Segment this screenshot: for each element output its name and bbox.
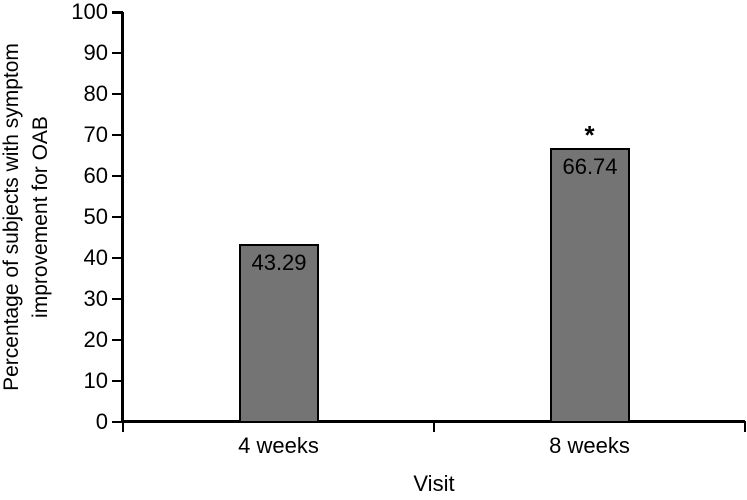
x-tick [121,421,124,432]
x-category-label-2: 8 weeks [549,433,630,458]
y-tick [112,297,123,301]
y-axis-title: Percentage of subjects with symptom impr… [0,43,52,391]
y-tick-label: 50 [83,203,108,229]
y-tick [112,420,123,423]
significance-star: * [584,120,595,150]
y-tick [112,51,123,55]
bar-value-label: 66.74 [562,154,618,179]
y-tick [112,133,123,137]
bar-value-label: 43.29 [251,250,307,275]
y-tick-label: 80 [83,80,108,106]
bar-8-weeks: 66.74 [550,148,630,423]
y-tick-label: 0 [95,408,108,434]
y-tick [112,174,123,178]
x-tick [743,421,746,432]
x-category-label-1: 4 weeks [238,433,319,458]
y-tick-label: 90 [83,39,108,65]
y-tick [112,92,123,96]
y-tick-label: 40 [83,244,108,270]
y-tick-label: 30 [83,285,108,311]
y-tick [112,338,123,342]
y-tick-label: 20 [83,326,108,352]
x-tick [432,421,435,432]
y-tick-label: 10 [83,367,108,393]
y-tick-label: 70 [83,121,108,147]
y-tick [112,11,123,14]
y-tick [112,215,123,219]
y-tick [112,379,123,383]
bar-4-weeks: 43.29 [239,244,319,423]
x-axis-title: Visit [413,471,455,496]
y-tick [112,256,123,260]
y-tick-label: 100 [71,0,108,24]
y-tick-label: 60 [83,162,108,188]
